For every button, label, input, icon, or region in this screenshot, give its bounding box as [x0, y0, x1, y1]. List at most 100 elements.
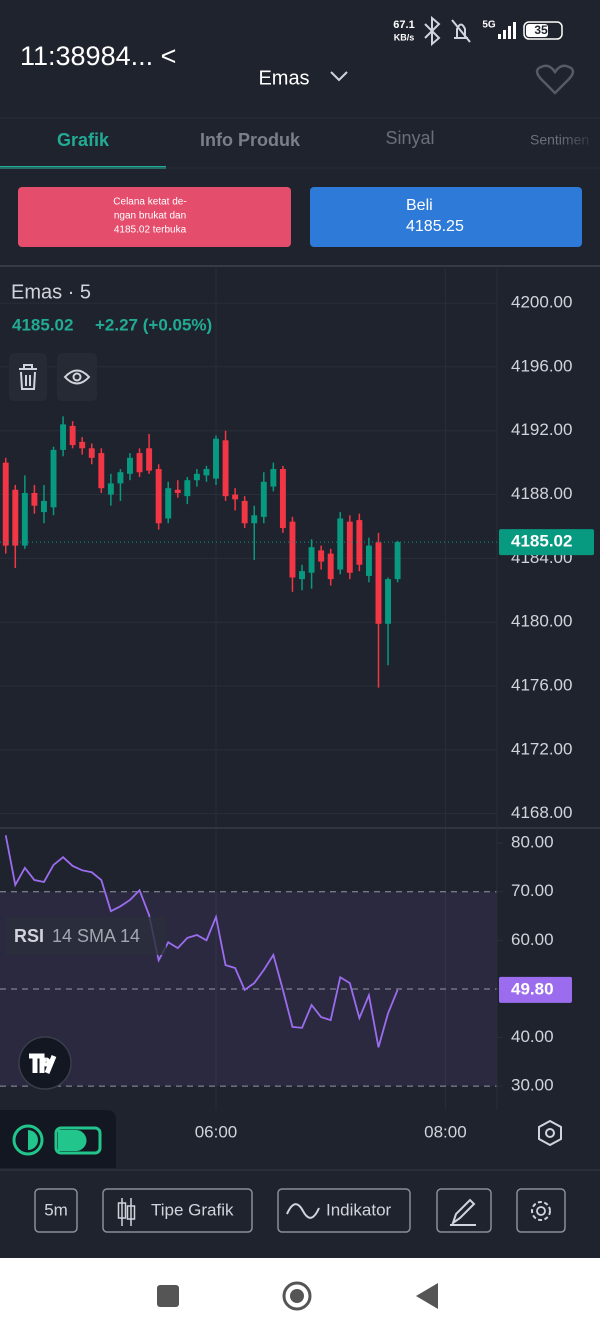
candle-body	[270, 469, 277, 487]
candle-body	[251, 515, 258, 524]
candle-body	[136, 453, 143, 473]
sell-text: Celana ketat de-	[113, 197, 186, 208]
grid	[0, 268, 497, 1110]
visibility-button[interactable]	[57, 353, 97, 401]
nav-recents[interactable]	[157, 1285, 179, 1307]
dropdown-chevron[interactable]	[330, 71, 348, 82]
layout-icon-fill	[58, 1130, 87, 1151]
network-type: 5G	[482, 20, 496, 31]
gear-icon	[531, 1201, 551, 1221]
candle-body	[289, 521, 296, 578]
settings-hex-dot	[545, 1128, 555, 1138]
rsi	[4, 835, 399, 1048]
candle-body	[299, 571, 305, 580]
y-tick-label: 4192.00	[511, 420, 572, 439]
rsi-legend-bg	[6, 917, 166, 955]
nav-home[interactable]	[282, 1281, 312, 1311]
tab[interactable]: Info Produk	[200, 130, 301, 150]
y-tick-label: 70.00	[511, 881, 554, 900]
layout-icon[interactable]	[54, 1126, 102, 1155]
candle-icon-body	[117, 1202, 127, 1219]
candle-body	[184, 480, 191, 497]
sell-text: ngan brukat dan	[114, 211, 186, 222]
sell-button[interactable]	[18, 187, 291, 247]
y-tick-label: 4176.00	[511, 675, 572, 694]
candle-body	[203, 469, 210, 476]
candle-body	[318, 550, 325, 562]
y-tick-label: 80.00	[511, 833, 554, 852]
price-label: 4185.02	[511, 532, 572, 551]
nav-back[interactable]	[416, 1283, 438, 1309]
tv-logo	[29, 1053, 57, 1074]
rsi-title: RSI	[14, 926, 44, 946]
tab[interactable]: Sinyal	[385, 128, 434, 148]
chart-type-label: Tipe Grafik	[151, 1200, 234, 1219]
candle-body	[117, 472, 124, 484]
candle-body	[79, 441, 86, 449]
candle-body	[356, 520, 363, 565]
favorite-icon[interactable]	[535, 64, 575, 95]
candle-body	[146, 448, 153, 471]
sell-text: 4185.02 terbuka	[114, 225, 187, 236]
candle-body	[241, 500, 248, 524]
y-tick-label: 4172.00	[511, 739, 572, 758]
network-speed-unit: KB/s	[394, 32, 415, 42]
gear-icon-center	[536, 1206, 546, 1216]
candle-body	[327, 553, 334, 580]
y-tick-label: 4180.00	[511, 612, 572, 631]
y-tick-label: 40.00	[511, 1027, 554, 1046]
interval-label: 5m	[44, 1200, 68, 1219]
interval-button[interactable]	[34, 1188, 78, 1233]
axes: 06:00 08:00 4200.00 4196.00 4192.00 4188.00 41…	[0, 293, 594, 1141]
chart-type-button[interactable]	[102, 1188, 253, 1233]
tab-fade	[560, 125, 600, 155]
candle-body	[260, 481, 267, 517]
network-speed: 67.1	[393, 19, 414, 31]
header-title[interactable]: Emas	[258, 67, 309, 89]
status-time: 11:38984... <	[20, 41, 176, 71]
candle-body	[155, 469, 162, 524]
y-tick-label: 4200.00	[511, 293, 572, 312]
candle-body	[50, 449, 57, 508]
legend-change: +2.27 (+0.05%)	[95, 315, 212, 334]
rsi-subtitle: 14 SMA 14	[52, 926, 140, 946]
battery-level	[526, 24, 548, 37]
settings-button[interactable]	[516, 1188, 566, 1233]
candle-body	[88, 448, 95, 458]
indicator-button[interactable]	[277, 1188, 411, 1233]
theme-icon[interactable]	[12, 1124, 44, 1156]
candle-body	[279, 469, 286, 529]
indicator-icon	[286, 1203, 320, 1219]
buy-button[interactable]	[310, 187, 582, 247]
candle-body	[127, 457, 133, 474]
y-tick-label: 4196.00	[511, 356, 572, 375]
candle-body	[60, 424, 67, 450]
price-label-bg	[499, 529, 594, 556]
eye-icon	[63, 369, 91, 385]
pen-icon	[450, 1198, 476, 1226]
rsi-line	[4, 835, 399, 1048]
trash-icon	[19, 364, 37, 390]
y-tick-label: 4168.00	[511, 803, 572, 822]
candle-body	[174, 489, 181, 493]
draw-button[interactable]	[436, 1188, 492, 1233]
candle-icon-body	[126, 1205, 136, 1220]
settings-hex[interactable]	[538, 1119, 562, 1147]
candle-body	[365, 545, 372, 576]
candle-body	[375, 542, 382, 624]
nav-home-dot	[290, 1289, 304, 1303]
candle-body	[69, 425, 76, 446]
candle-body	[308, 547, 315, 573]
theme-icon-half	[28, 1130, 38, 1150]
mute-icon	[451, 19, 471, 43]
rsi-label: 49.80	[511, 979, 554, 998]
tab[interactable]: Grafik	[57, 130, 110, 150]
chart-title: Emas · 5	[11, 281, 91, 303]
candle-body	[232, 494, 239, 500]
signal-icon	[498, 22, 516, 39]
candle-body	[394, 542, 401, 580]
delete-button[interactable]	[9, 353, 47, 401]
y-tick-label: 30.00	[511, 1076, 554, 1095]
candle-body	[31, 492, 38, 506]
